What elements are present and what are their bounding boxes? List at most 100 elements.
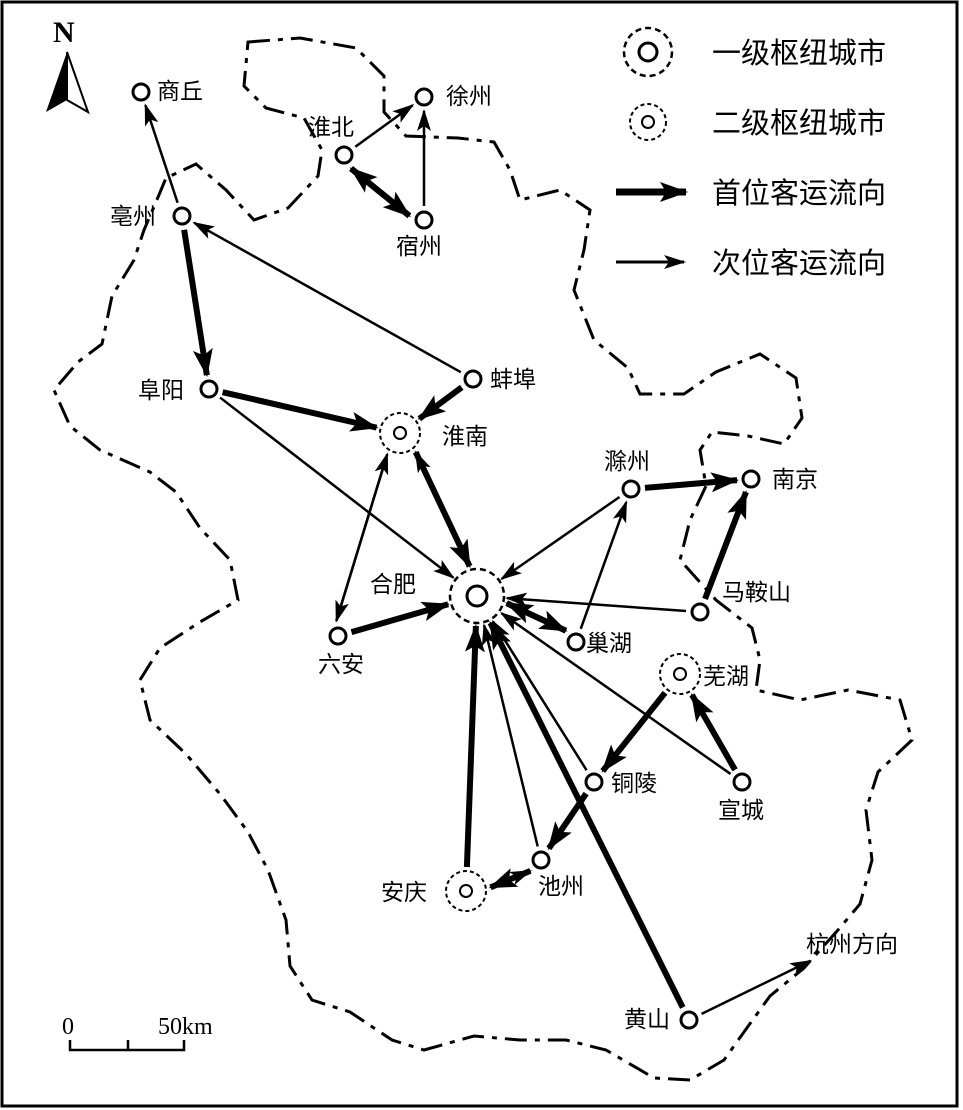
city-label-maanshan: 马鞍山: [722, 580, 791, 606]
flow-arrow-hefei-to-huainan: [414, 450, 471, 567]
city-label-bozhou: 亳州: [110, 204, 156, 230]
city-label-chuzhou: 滁州: [604, 449, 650, 475]
north-arrow: N: [46, 16, 90, 115]
flow-arrow-bengbu-to-huainan: [417, 384, 464, 422]
flow-arrow-bozhou-to-shangqiu: [144, 103, 179, 204]
flow-arrow-wuhu-to-tongling: [600, 690, 668, 773]
legend-hub2-label: 二级枢纽城市: [712, 106, 886, 140]
flow-arrow-chizhou-to-anqing: [488, 868, 532, 891]
flow-arrow-huaibei-to-xuzhou: [354, 104, 415, 148]
city-label-anqing: 安庆: [381, 880, 427, 906]
flow-arrow-chaohu-to-hefei: [504, 600, 568, 634]
city-huangshan: 黄山: [624, 1007, 699, 1033]
legend-hub1-icon: [622, 26, 674, 78]
flow-arrow-bozhou-to-fuyang: [181, 229, 213, 378]
city-marker-icon: [414, 87, 434, 107]
flow-arrow-maanshan-to-hefei: [504, 592, 687, 613]
scale-distance-label: 50km: [158, 1014, 213, 1040]
city-label-hefei: 合肥: [370, 572, 416, 598]
flow-arrow-bengbu-to-bozhou: [192, 221, 462, 374]
flow-arrow-xuancheng-to-wuhu: [689, 693, 738, 772]
city-marker-icon: [531, 850, 551, 870]
city-xuzhou: 徐州: [414, 84, 492, 110]
city-label-huangshan: 黄山: [624, 1007, 670, 1033]
city-huainan: 淮南: [379, 412, 488, 454]
city-marker-icon: [465, 584, 489, 608]
city-marker-icon: [199, 379, 219, 399]
city-marker-icon: [172, 206, 192, 226]
city-label-bengbu: 蚌埠: [490, 367, 536, 393]
city-label-tongling: 铜陵: [611, 771, 657, 797]
city-marker-icon: [414, 210, 434, 230]
city-huaibei: 淮北: [308, 115, 354, 165]
city-bozhou: 亳州: [110, 204, 192, 230]
city-chaohu: 巢湖: [566, 631, 632, 657]
city-label-luan: 六安: [318, 652, 364, 678]
legend-hub2-icon: [629, 103, 667, 141]
city-anqing: 安庆: [381, 870, 487, 912]
city-label-suzhou: 宿州: [396, 234, 442, 260]
city-marker-icon: [679, 1010, 699, 1030]
city-shangqiu: 商丘: [131, 79, 203, 105]
city-nanjing: 南京: [741, 467, 818, 493]
flow-arrow-luan-to-huainan: [335, 452, 389, 622]
city-label-chaohu: 巢湖: [586, 631, 632, 657]
city-label-wuhu: 芜湖: [703, 664, 749, 690]
city-label-huainan: 淮南: [442, 424, 488, 450]
city-hangzhou: 杭州方向: [806, 932, 898, 958]
city-hefei: 合肥: [370, 567, 506, 625]
city-chuzhou: 滁州: [604, 449, 650, 499]
city-label-xuancheng: 宣城: [718, 798, 764, 824]
city-label-fuyang: 阜阳: [138, 378, 184, 404]
city-wuhu: 芜湖: [659, 653, 749, 695]
city-marker-icon: [621, 479, 641, 499]
scale-bar: 0 50km: [62, 1014, 213, 1052]
city-marker-icon: [732, 772, 752, 792]
north-label: N: [53, 16, 75, 49]
city-chizhou: 池州: [531, 850, 584, 900]
flow-arrow-huangshan-to-hefei: [487, 621, 686, 1009]
city-marker-icon: [584, 772, 604, 792]
flow-arrow-fuyang-to-hefei: [219, 396, 455, 579]
flow-arrow-suzhou-to-huaibei: [349, 166, 412, 219]
legend-secondary-label: 次位客运流向: [712, 246, 886, 280]
city-marker-icon: [393, 426, 407, 440]
scale-zero-label: 0: [62, 1014, 74, 1040]
flow-arrow-fuyang-to-huainan: [221, 389, 379, 432]
city-luan: 六安: [318, 626, 364, 678]
flow-arrow-huangshan-to-hangzhou: [701, 959, 812, 1015]
city-marker-icon: [328, 626, 348, 646]
flow-arrows: [144, 103, 812, 1015]
city-marker-icon: [334, 145, 354, 165]
legend-hub1-label: 一级枢纽城市: [712, 36, 886, 70]
legend: 一级枢纽城市 二级枢纽城市 首位客运流向 次位客运流向: [616, 26, 886, 280]
city-marker-icon: [741, 469, 761, 489]
city-suzhou: 宿州: [396, 210, 442, 260]
legend-primary-label: 首位客运流向: [712, 176, 886, 210]
city-marker-icon: [673, 667, 687, 681]
city-label-nanjing: 南京: [772, 467, 818, 493]
flow-arrow-chaohu-to-chuzhou: [579, 500, 628, 630]
city-label-huaibei: 淮北: [308, 115, 354, 141]
city-marker-icon: [566, 632, 586, 652]
city-bengbu: 蚌埠: [463, 367, 536, 393]
city-label-xuzhou: 徐州: [446, 84, 492, 110]
flow-arrow-chuzhou-to-hefei: [499, 495, 621, 581]
city-marker-icon: [690, 602, 710, 622]
city-tongling: 铜陵: [584, 771, 657, 797]
flow-arrow-luan-to-hefei: [350, 601, 451, 636]
flow-arrow-chizhou-to-hefei: [481, 623, 539, 847]
city-marker-icon: [131, 82, 151, 102]
city-label-shangqiu: 商丘: [157, 79, 203, 105]
city-marker-icon: [463, 369, 483, 389]
flow-arrow-chuzhou-to-nanjing: [644, 472, 740, 493]
flow-arrow-maanshan-to-nanjing: [702, 490, 749, 601]
city-label-hangzhou: 杭州方向: [806, 932, 898, 958]
flow-arrow-xuancheng-to-hefei: [499, 612, 732, 775]
north-arrow-icon: [46, 52, 67, 112]
province-boundary: [52, 36, 914, 1082]
city-fuyang: 阜阳: [138, 378, 219, 404]
